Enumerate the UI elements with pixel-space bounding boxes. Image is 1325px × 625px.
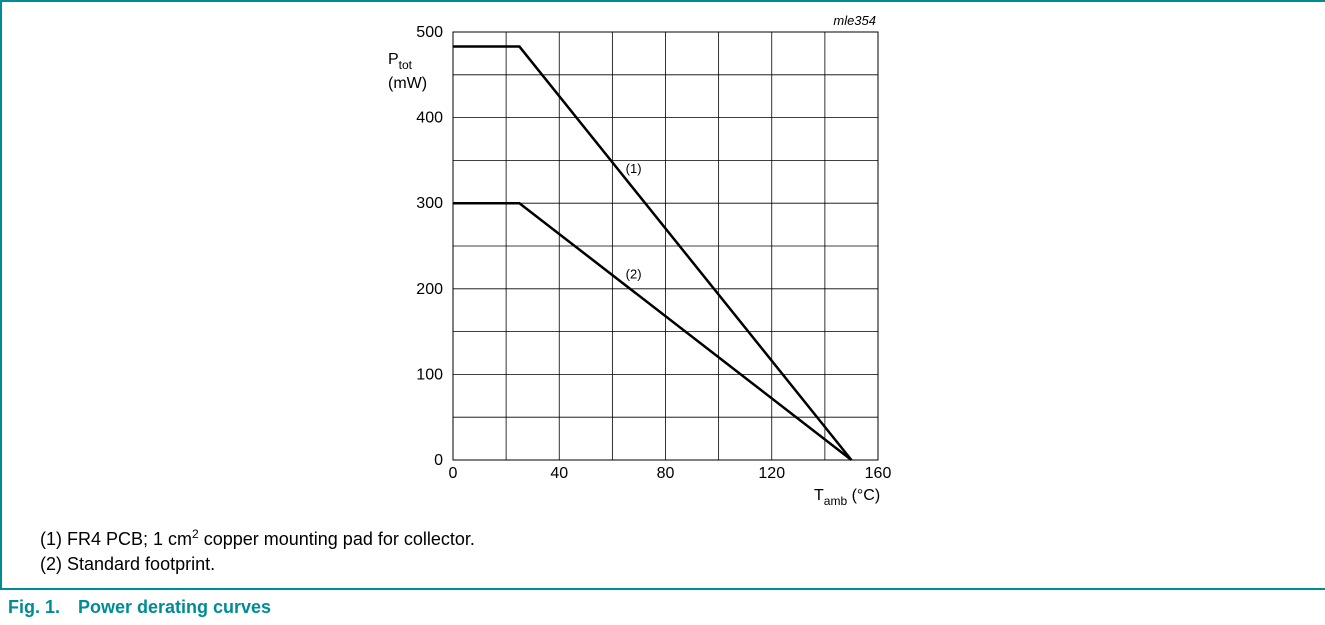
x-tick-label-40: 40 xyxy=(550,465,568,482)
x-tick-label-120: 120 xyxy=(758,465,785,482)
y-tick-label-300: 300 xyxy=(416,195,443,212)
derating-chart: 0 40 80 120 160 0 100 200 300 400 500 mle354 Ptot (mW… xyxy=(0,0,1325,520)
caption-rule xyxy=(0,588,1325,590)
y-tick-label-500: 500 xyxy=(416,24,443,41)
series-annotation-2: (2) xyxy=(626,267,642,282)
y-tick-label-200: 200 xyxy=(416,281,443,298)
figure-caption: Fig. 1. Power derating curves xyxy=(8,597,271,618)
y-tick-label-0: 0 xyxy=(434,452,443,469)
note-2: (2) Standard footprint. xyxy=(40,552,475,577)
caption-number: Fig. 1. xyxy=(8,597,78,618)
x-tick-label-0: 0 xyxy=(449,465,458,482)
note-1: (1) FR4 PCB; 1 cm2 copper mounting pad f… xyxy=(40,522,475,552)
y-axis-label: Ptot xyxy=(388,51,413,72)
note-1-text-end: copper mounting pad for collector. xyxy=(199,529,475,549)
note-1-superscript: 2 xyxy=(192,527,199,541)
y-axis-unit: (mW) xyxy=(388,75,427,92)
y-tick-label-100: 100 xyxy=(416,366,443,383)
series-annotation-1: (1) xyxy=(626,161,642,176)
note-1-text: (1) FR4 PCB; 1 cm xyxy=(40,529,192,549)
figure-notes: (1) FR4 PCB; 1 cm2 copper mounting pad f… xyxy=(40,522,475,577)
caption-title: Power derating curves xyxy=(78,597,271,617)
figure-id-label: mle354 xyxy=(833,13,876,28)
series-line-1 xyxy=(453,47,851,460)
x-tick-label-160: 160 xyxy=(865,465,892,482)
x-axis-label: Tamb (°C) xyxy=(814,487,880,508)
x-tick-label-80: 80 xyxy=(657,465,675,482)
y-tick-label-400: 400 xyxy=(416,110,443,127)
